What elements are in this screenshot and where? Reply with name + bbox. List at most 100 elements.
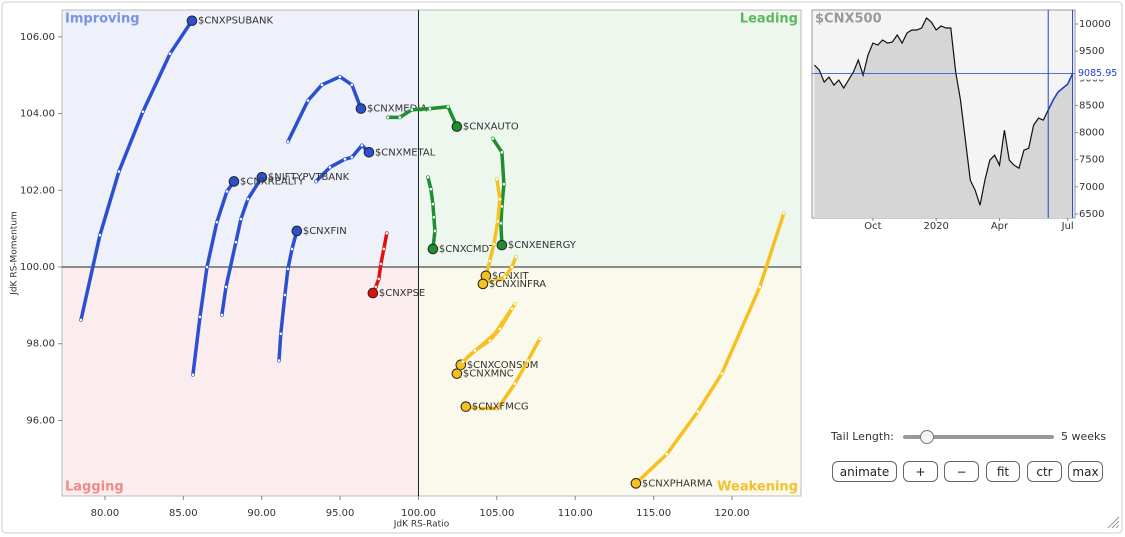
series-label: $CNXMNC — [463, 369, 514, 380]
button[interactable]: fit — [986, 461, 1020, 482]
tail-point — [428, 187, 433, 192]
tail-point — [490, 136, 495, 141]
quadrant-label: Improving — [65, 12, 140, 27]
tail-point — [349, 82, 354, 87]
tail-point — [376, 276, 381, 281]
head — [496, 239, 508, 251]
tail-point — [233, 240, 238, 244]
tail-point — [79, 318, 83, 322]
tail-point — [290, 247, 294, 251]
head — [186, 15, 198, 27]
head — [291, 225, 303, 237]
button[interactable]: + — [903, 461, 938, 482]
tail-point — [224, 285, 228, 289]
series-label: $CNXCMDT — [439, 244, 496, 255]
head — [630, 478, 642, 489]
quadrant-bg — [418, 267, 801, 496]
y-tick-label: 100.00 — [20, 262, 55, 273]
y-axis-label: JdK RS-Momentum — [10, 211, 20, 296]
tail-point — [513, 381, 517, 386]
tail-point — [526, 358, 530, 363]
series-label: $CNXPHARMA — [642, 478, 713, 489]
series-label: $CNXFMCG — [472, 402, 529, 413]
x-tick-label: Jul — [1061, 221, 1074, 232]
series-label: $CNXPSUBANK — [198, 16, 274, 27]
tail-point — [494, 177, 499, 182]
quadrant-label: Leading — [740, 12, 798, 27]
x-axis-label: JdK RS-Ratio — [393, 520, 450, 530]
tail-label: Tail Length: — [830, 430, 894, 443]
tail-point — [384, 231, 389, 236]
tail-point — [373, 285, 378, 289]
y-tick-label: 96.00 — [26, 415, 55, 426]
tail-line — [1047, 73, 1074, 111]
tail — [491, 136, 506, 247]
head — [367, 287, 379, 299]
tail-point — [359, 143, 364, 148]
tail — [386, 104, 459, 129]
tail-point — [425, 175, 430, 180]
button[interactable]: − — [944, 461, 979, 482]
x-tick-label: 95.00 — [326, 508, 355, 519]
tail-point — [198, 314, 202, 319]
tail-point — [499, 150, 504, 155]
tail-point — [510, 306, 514, 311]
quadrant-label: Weakening — [717, 480, 798, 495]
head — [355, 103, 367, 114]
tail-point — [495, 406, 500, 411]
tail-point — [214, 220, 219, 225]
tail-point — [497, 197, 502, 202]
x-tick-label: 85.00 — [169, 508, 198, 519]
tail-point — [491, 242, 496, 246]
head — [451, 368, 463, 379]
button[interactable]: animate — [832, 461, 897, 482]
button[interactable]: max — [1068, 461, 1103, 482]
tail-point — [431, 215, 436, 220]
y-tick-label: 106.00 — [20, 32, 55, 43]
tail — [79, 18, 194, 322]
y-tick-label: 7000 — [1079, 182, 1104, 193]
tail-point — [492, 280, 497, 284]
tail-point — [225, 189, 229, 194]
tail-point — [495, 219, 500, 224]
tail-value: 5 weeks — [1061, 430, 1106, 443]
tail-point — [306, 98, 310, 103]
tail-point — [277, 358, 281, 363]
tail-point — [460, 359, 465, 364]
tail — [426, 175, 437, 251]
series-label: $CNXCONSUM — [467, 360, 539, 371]
tail — [286, 74, 363, 144]
tail-point — [487, 258, 492, 263]
x-tick-label: Apr — [991, 221, 1009, 232]
tail-point — [473, 348, 477, 353]
tail-point — [378, 262, 383, 266]
tail — [484, 177, 502, 278]
y-tick-label: 102.00 — [20, 185, 55, 196]
tail-point — [497, 326, 502, 331]
tail-point — [117, 169, 121, 174]
x-tick-label: 90.00 — [247, 508, 276, 519]
tail-point — [410, 107, 414, 112]
series-label: $CNXINFRA — [489, 279, 546, 290]
tail-point — [757, 285, 762, 289]
series-label: $NIFTYPVTBANK — [268, 172, 350, 183]
tail-point — [537, 336, 542, 341]
tail-point — [386, 115, 390, 120]
tail-point — [98, 233, 102, 238]
tail-point — [220, 313, 224, 317]
series-label: $CNXENERGY — [508, 240, 577, 251]
plot-border — [61, 9, 802, 497]
resize-handle[interactable] — [1107, 516, 1120, 529]
tail-point — [191, 372, 195, 377]
button[interactable]: ctr — [1027, 461, 1062, 482]
x-tick-label: 2020 — [923, 221, 948, 232]
tail-point — [343, 157, 347, 162]
index-chart: 6500700075008000850090009500100009085.95… — [811, 9, 1117, 232]
tail-point — [286, 267, 290, 271]
tail-point — [140, 109, 145, 114]
slider-knob[interactable] — [920, 430, 934, 444]
tail-point — [238, 217, 243, 221]
y-tick-label: 8000 — [1079, 128, 1104, 139]
tail-point — [664, 452, 669, 457]
